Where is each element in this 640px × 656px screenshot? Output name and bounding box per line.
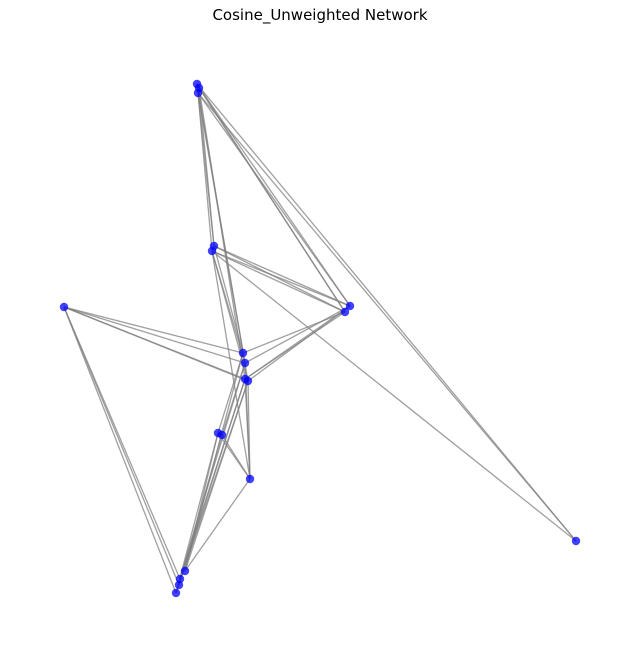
node-n4 <box>207 246 217 256</box>
edge-n11-n14 <box>247 380 251 480</box>
node-n7 <box>59 302 69 312</box>
node-n5 <box>345 301 355 311</box>
node-n13 <box>217 430 227 440</box>
edge-n2-n5 <box>197 92 351 307</box>
edge-n7-n9 <box>63 306 246 364</box>
node-n15 <box>571 536 581 546</box>
edge-n13-n17 <box>179 434 223 580</box>
edge-n2-n15 <box>197 92 577 542</box>
edge-n3-n5 <box>213 245 351 307</box>
edge-n0-n5 <box>196 83 351 307</box>
edge-n14-n16 <box>184 478 251 572</box>
edge-n3-n8 <box>213 245 244 354</box>
edge-n4-n14 <box>211 250 251 480</box>
edge-n7-n11 <box>63 306 249 382</box>
edge-n3-n6 <box>213 245 346 313</box>
edge-n6-n8 <box>242 311 346 354</box>
edge-n11-n16 <box>184 380 249 572</box>
edge-n2-n4 <box>197 92 213 252</box>
node-n14 <box>245 474 255 484</box>
node-n19 <box>171 588 181 598</box>
edge-n13-n14 <box>221 434 251 480</box>
edge-n4-n6 <box>211 250 346 313</box>
node-n9 <box>240 358 250 368</box>
edge-n10-n17 <box>179 378 246 580</box>
edge-n2-n11 <box>197 92 249 382</box>
edge-n0-n15 <box>196 83 577 542</box>
edge-n7-n18 <box>63 306 180 586</box>
chart-title: Cosine_Unweighted Network <box>212 6 428 24</box>
node-n8 <box>238 348 248 358</box>
edge-n5-n10 <box>244 305 351 380</box>
edge-n12-n19 <box>175 432 219 594</box>
node-layer <box>59 79 581 598</box>
edge-n7-n19 <box>63 306 177 594</box>
node-n11 <box>243 376 253 386</box>
edge-n4-n15 <box>211 250 577 542</box>
edge-n4-n11 <box>211 250 249 382</box>
node-n6 <box>340 307 350 317</box>
edge-n5-n9 <box>244 305 351 364</box>
edge-n7-n8 <box>63 306 244 354</box>
node-n16 <box>180 566 190 576</box>
node-n18 <box>174 580 184 590</box>
edge-layer <box>63 83 577 594</box>
node-n2 <box>193 88 203 98</box>
edge-n4-n5 <box>211 250 351 307</box>
